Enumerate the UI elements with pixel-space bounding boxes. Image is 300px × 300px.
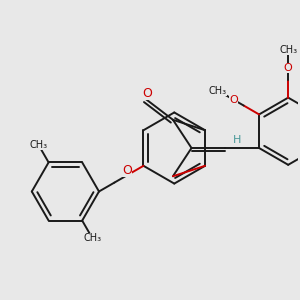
Text: CH₃: CH₃ [83, 233, 101, 243]
Text: O: O [122, 164, 132, 177]
Text: CH₃: CH₃ [30, 140, 48, 150]
Text: O: O [142, 87, 152, 100]
Text: O: O [229, 94, 238, 105]
Text: H: H [233, 135, 241, 145]
Text: O: O [284, 63, 292, 73]
Text: CH₃: CH₃ [279, 45, 297, 55]
Text: CH₃: CH₃ [209, 86, 227, 96]
